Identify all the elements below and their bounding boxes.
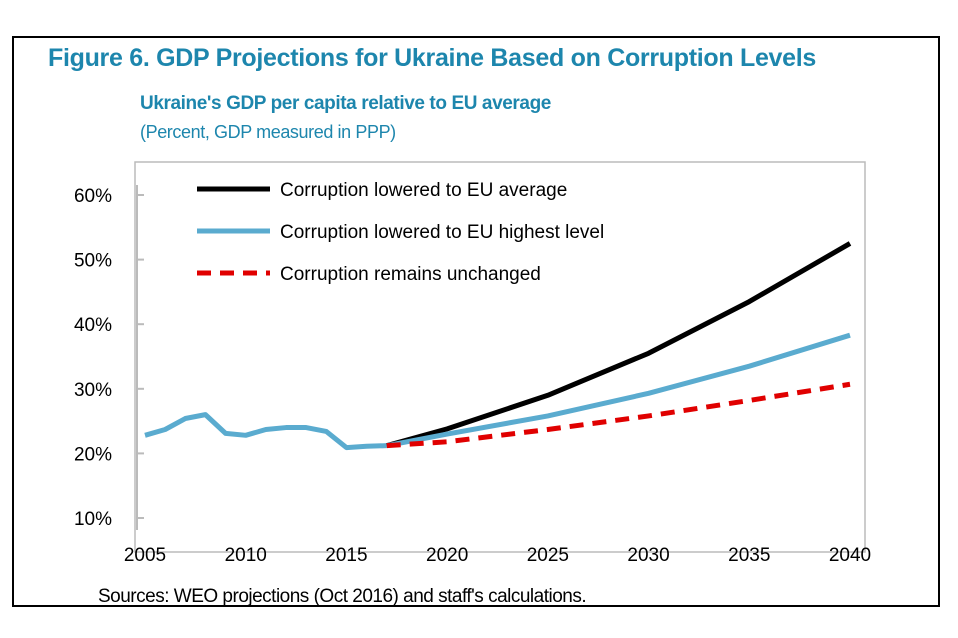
source-note: Sources: WEO projections (Oct 2016) and … xyxy=(98,586,587,607)
y-tick-label: 10% xyxy=(74,509,112,530)
x-tick-label: 2005 xyxy=(124,545,166,566)
figure-frame xyxy=(12,36,940,607)
x-tick-label: 2015 xyxy=(325,545,367,566)
y-tick-label: 20% xyxy=(74,444,112,465)
x-tick-label: 2040 xyxy=(829,545,871,566)
y-tick-label: 40% xyxy=(74,315,112,336)
series-line-1 xyxy=(386,241,852,449)
legend-label: Corruption remains unchanged xyxy=(280,264,541,285)
legend-label: Corruption lowered to EU average xyxy=(280,180,567,201)
series-line-2 xyxy=(386,332,851,449)
x-tick-label: 2025 xyxy=(527,545,569,566)
legend-label: Corruption lowered to EU highest level xyxy=(280,222,604,243)
chart-units: (Percent, GDP measured in PPP) xyxy=(140,122,396,142)
x-tick-label: 2010 xyxy=(225,545,267,566)
chart-subtitle: Ukraine's GDP per capita relative to EU … xyxy=(140,93,551,114)
y-tick-label: 60% xyxy=(74,186,112,207)
plot-border xyxy=(134,161,866,553)
x-tick-label: 2035 xyxy=(728,545,770,566)
x-tick-label: 2030 xyxy=(627,545,669,566)
x-tick-label: 2020 xyxy=(426,545,468,566)
y-tick-label: 50% xyxy=(74,251,112,272)
y-tick-label: 30% xyxy=(74,380,112,401)
figure-title: Figure 6. GDP Projections for Ukraine Ba… xyxy=(48,44,817,72)
series-line-0 xyxy=(144,412,387,451)
series-line-3 xyxy=(386,381,851,449)
